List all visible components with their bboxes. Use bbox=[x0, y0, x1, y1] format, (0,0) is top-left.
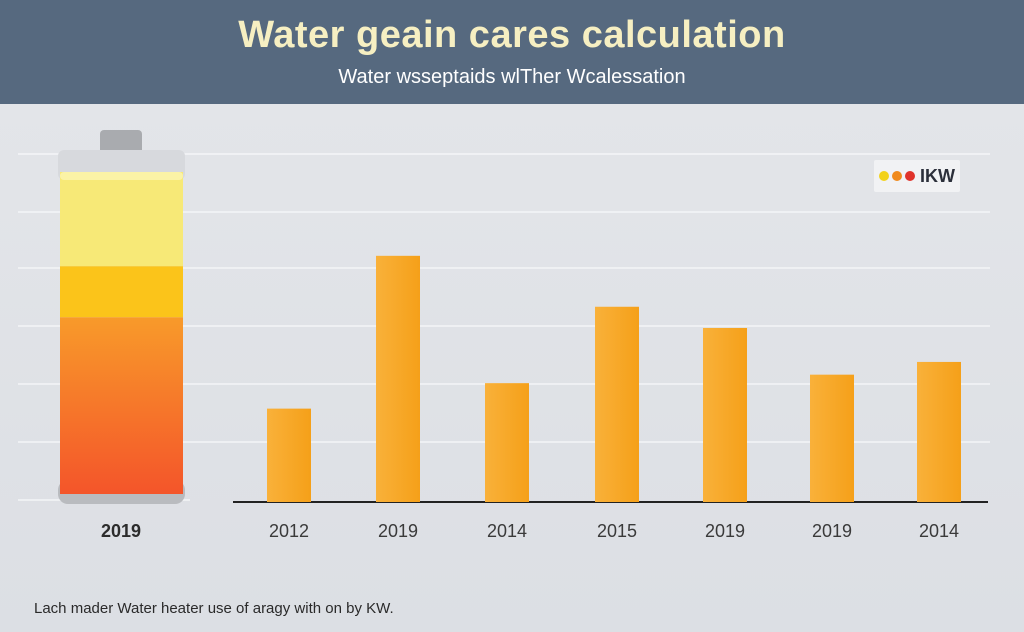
x-tick-labels: 2012 2019 2014 2015 2019 2019 2014 bbox=[269, 521, 959, 541]
bar-3 bbox=[595, 306, 639, 502]
bar-2 bbox=[485, 383, 529, 502]
x-tick-label-4: 2019 bbox=[705, 521, 745, 541]
x-tick-label-5: 2019 bbox=[812, 521, 852, 541]
x-tick-label-1: 2019 bbox=[378, 521, 418, 541]
tank-cap bbox=[100, 130, 142, 156]
legend-label: IKW bbox=[920, 165, 955, 186]
bar-0 bbox=[267, 408, 311, 502]
page-title: Water geain cares calculation bbox=[238, 14, 786, 56]
page-subtitle: Water wsseptaids wlTher Wcalessation bbox=[338, 66, 686, 88]
bar-1 bbox=[376, 255, 420, 502]
tank-segment-2 bbox=[60, 317, 183, 494]
tank-top-highlight bbox=[60, 172, 183, 180]
legend-dot-yellow bbox=[879, 171, 889, 181]
tank-segment-1 bbox=[60, 266, 183, 318]
legend-dot-red bbox=[905, 171, 915, 181]
legend-dot-orange bbox=[892, 171, 902, 181]
bar-5 bbox=[810, 374, 854, 502]
x-tick-label-3: 2015 bbox=[597, 521, 637, 541]
footnote: Lach mader Water heater use of aragy wit… bbox=[34, 600, 394, 617]
tank-label: 2019 bbox=[101, 521, 141, 541]
x-tick-label-0: 2012 bbox=[269, 521, 309, 541]
bar-4 bbox=[703, 327, 747, 502]
legend: IKW bbox=[874, 160, 960, 192]
tank-segment-0 bbox=[60, 172, 183, 267]
header: Water geain cares calculation Water wsse… bbox=[0, 0, 1024, 104]
bar-6 bbox=[917, 361, 961, 502]
x-tick-label-6: 2014 bbox=[919, 521, 959, 541]
bars bbox=[267, 255, 961, 502]
x-tick-label-2: 2014 bbox=[487, 521, 527, 541]
battery-tank: 2019 bbox=[58, 130, 185, 541]
